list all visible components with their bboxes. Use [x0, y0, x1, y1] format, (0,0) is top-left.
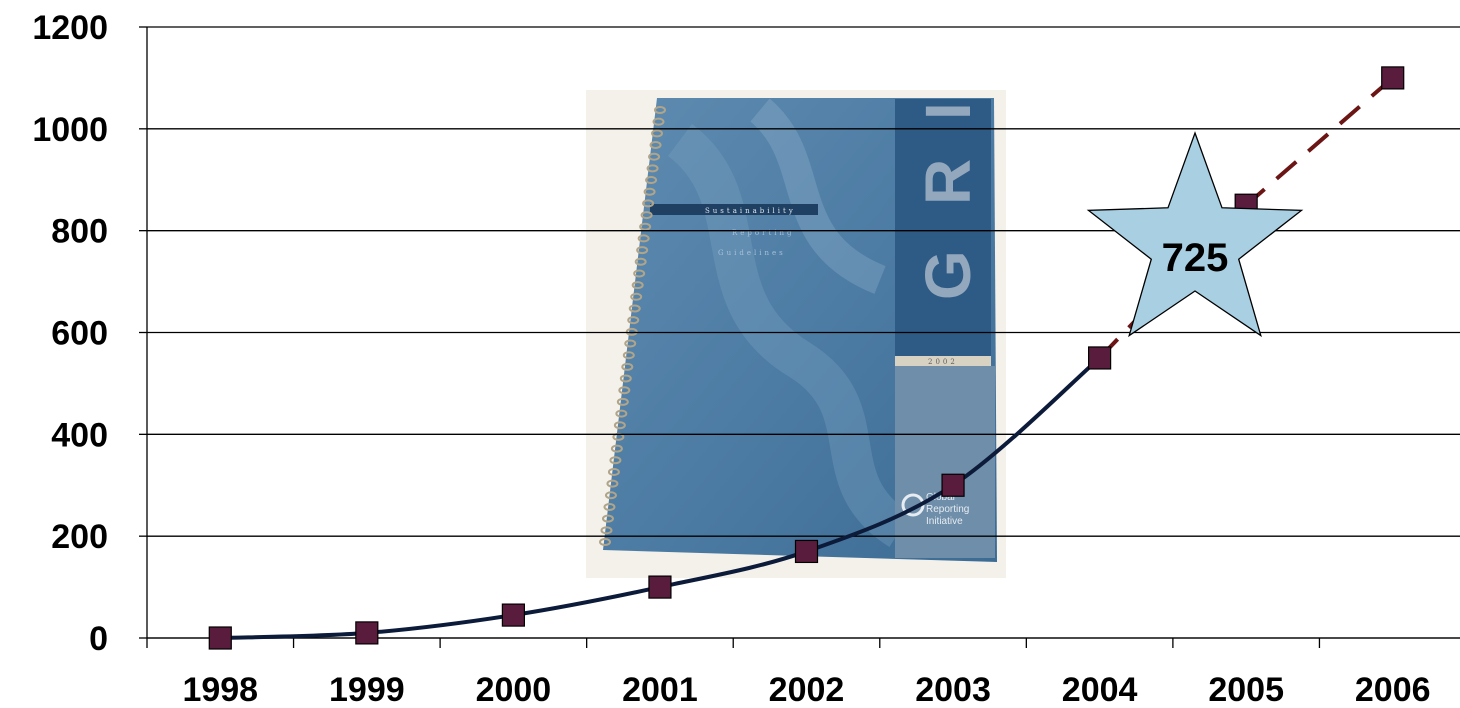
spiral-ring — [654, 106, 666, 114]
spiral-ring — [633, 269, 646, 278]
spiral-ring — [609, 456, 622, 465]
spiral-ring — [652, 117, 665, 126]
publisher-line-2: Reporting — [926, 504, 969, 515]
cover-letter-r: R — [912, 159, 984, 205]
y-tick-label: 400 — [51, 416, 108, 454]
spiral-ring — [648, 152, 661, 161]
spiral-ring — [631, 281, 644, 290]
spiral-ring — [616, 397, 629, 406]
spiral-ring — [599, 538, 611, 546]
x-tick-label: 2001 — [622, 671, 698, 708]
spiral-ring — [604, 491, 617, 500]
spiral-ring — [634, 257, 647, 266]
data-point-marker — [501, 603, 525, 627]
x-tick-label: 2006 — [1355, 671, 1431, 708]
spiral-ring — [649, 141, 662, 150]
star-annotation — [1086, 131, 1304, 338]
publisher-line-3: Initiative — [926, 516, 963, 527]
cover-letter-g: G — [912, 250, 984, 300]
spiral-ring — [619, 374, 632, 383]
x-tick-label: 2002 — [769, 671, 845, 708]
data-point-marker — [648, 575, 672, 599]
book-year: 2002 — [928, 358, 958, 366]
spiral-ring — [643, 187, 656, 196]
book-subtitle-1: Reporting — [732, 229, 795, 237]
spiral-ring — [601, 514, 614, 523]
y-tick-label: 200 — [51, 518, 108, 556]
spiral-ring — [624, 339, 637, 348]
data-point-marker — [1381, 66, 1405, 90]
spiral-ring — [610, 444, 623, 453]
data-point-marker — [355, 621, 379, 645]
spiral-ring — [640, 211, 653, 220]
spiral-ring — [636, 246, 649, 255]
y-tick-label: 800 — [51, 213, 108, 251]
data-point-marker — [941, 473, 965, 497]
x-tick-label: 2000 — [476, 671, 552, 708]
data-point-marker — [1088, 346, 1112, 370]
spiral-ring — [615, 409, 628, 418]
spiral-ring — [607, 467, 620, 476]
spiral-ring — [645, 176, 658, 185]
spiral-ring — [621, 362, 634, 371]
spiral-ring — [628, 304, 641, 313]
star-annotation-label: 725 — [1162, 236, 1229, 280]
book-cover-image: G R I Sustainability Reporting Guideline… — [586, 90, 1006, 578]
x-tick-label: 1999 — [329, 671, 405, 708]
spiral-ring — [642, 199, 655, 208]
spiral-ring — [606, 479, 619, 488]
spiral-ring — [646, 164, 659, 173]
book-subtitle-2: Guidelines — [718, 249, 786, 257]
spiral-ring — [637, 234, 650, 243]
spiral-ring — [630, 292, 643, 301]
cover-letter-i: I — [912, 102, 984, 120]
data-point-marker — [208, 626, 232, 650]
x-tick-label: 2005 — [1208, 671, 1284, 708]
y-tick-label: 600 — [51, 315, 108, 353]
y-tick-label: 0 — [89, 620, 108, 658]
spiral-ring — [639, 222, 652, 231]
x-tick-label: 2003 — [915, 671, 991, 708]
spiral-ring — [603, 502, 616, 511]
spiral-ring — [651, 129, 664, 138]
x-tick-label: 2004 — [1062, 671, 1138, 708]
spiral-ring — [618, 386, 631, 395]
book-title: Sustainability — [705, 207, 796, 215]
y-tick-label: 1200 — [32, 9, 108, 47]
data-point-marker — [794, 539, 819, 564]
x-tick-label: 1998 — [182, 671, 258, 708]
spiral-ring — [622, 351, 635, 360]
y-tick-label: 1000 — [32, 111, 108, 149]
publisher-line-1: Global — [926, 492, 955, 503]
spiral-ring — [600, 526, 613, 535]
spiral-ring — [613, 421, 626, 430]
spiral-ring — [627, 316, 640, 325]
spiral-ring — [625, 327, 638, 336]
